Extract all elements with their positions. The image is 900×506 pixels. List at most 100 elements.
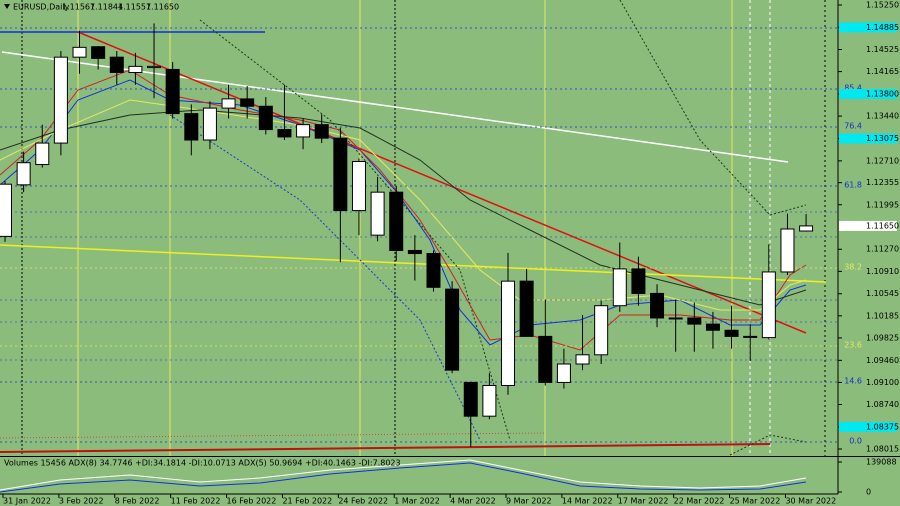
y-tick-label: 1.12355 xyxy=(866,178,899,187)
candle-body xyxy=(705,323,720,331)
fib-label: 38.2 xyxy=(844,263,862,272)
candle-body xyxy=(519,280,534,337)
candle-body xyxy=(221,98,236,109)
price-marker-box xyxy=(839,220,897,231)
panel-tick-label: 139088 xyxy=(866,458,897,467)
indicator-line xyxy=(0,459,807,491)
x-tick-label: 16 Feb 2022 xyxy=(227,497,277,506)
y-tick-label: 1.09825 xyxy=(866,333,899,342)
trend-line xyxy=(0,244,827,283)
y-tick-label: 1.13800 xyxy=(866,89,899,98)
candle-body xyxy=(202,107,217,141)
open-value: 1.11567 xyxy=(62,3,95,12)
y-tick-label: 1.10910 xyxy=(866,267,899,276)
candle-body xyxy=(109,56,124,74)
candle-body xyxy=(538,335,553,383)
high-value: 1.11844 xyxy=(90,3,123,12)
candle-body xyxy=(314,124,329,139)
candle-body xyxy=(296,124,311,138)
y-tick-label: 1.08375 xyxy=(866,422,899,431)
x-tick-label: 8 Feb 2022 xyxy=(115,497,160,506)
y-tick-label: 1.14885 xyxy=(866,23,899,32)
x-tick-label: 9 Mar 2022 xyxy=(506,497,552,506)
candle-body xyxy=(147,65,162,69)
y-tick-label: 1.13440 xyxy=(866,112,899,121)
x-tick-label: 14 Mar 2022 xyxy=(562,497,613,506)
y-tick-label: 1.14165 xyxy=(866,67,899,76)
candle-body xyxy=(612,268,627,307)
candle-body xyxy=(761,271,776,339)
candle-body xyxy=(687,317,702,325)
candle-body xyxy=(668,317,683,320)
candle-body xyxy=(407,249,422,255)
y-tick-label: 1.09460 xyxy=(866,356,899,365)
x-tick-label: 1 Mar 2022 xyxy=(394,497,440,506)
candle-body xyxy=(16,162,31,186)
x-tick-label: 21 Feb 2022 xyxy=(282,497,332,506)
candle-body xyxy=(53,56,68,144)
panel-tick-label: 0 xyxy=(866,488,871,497)
y-tick-label: 1.11270 xyxy=(866,245,899,254)
candle-body xyxy=(351,160,366,212)
price-label-box xyxy=(839,22,897,33)
price-label-box xyxy=(839,88,897,99)
plot-area xyxy=(0,23,814,447)
candle-body xyxy=(724,329,739,337)
trend-line xyxy=(0,443,771,453)
candle-body xyxy=(72,46,87,58)
x-tick-label: 4 Mar 2022 xyxy=(450,497,496,506)
x-tick-label: 17 Mar 2022 xyxy=(618,497,669,506)
channel-line xyxy=(169,114,481,441)
candle-body xyxy=(575,354,590,365)
y-tick-label: 1.12710 xyxy=(866,156,899,165)
candle-body xyxy=(445,288,460,371)
candle-body xyxy=(91,46,106,59)
moving-average xyxy=(0,69,807,351)
trend-line xyxy=(0,432,546,439)
y-tick-label: 1.14525 xyxy=(866,45,899,54)
candle-body xyxy=(482,384,497,417)
fib-label: 76.4 xyxy=(844,122,862,131)
candle-body xyxy=(0,183,12,237)
header-icon xyxy=(4,4,10,9)
candle-body xyxy=(799,225,814,232)
candle-body xyxy=(556,363,571,383)
header: EURUSD,Daily 1.11567 1.11844 1.11557 1.1… xyxy=(4,3,179,12)
x-tick-label: 3 Feb 2022 xyxy=(59,497,104,506)
candle-body xyxy=(128,65,143,74)
x-tick-label: 11 Feb 2022 xyxy=(171,497,221,506)
y-tick-label: 1.08740 xyxy=(866,400,899,409)
indicator-label: Volumes 15456 ADX(8) 34.7746 +DI:34.1814… xyxy=(4,459,401,468)
candle-body xyxy=(333,137,348,212)
price-label-box xyxy=(839,421,897,432)
candle-body xyxy=(594,305,609,356)
y-tick-label: 1.08015 xyxy=(866,445,899,454)
x-tick-label: 25 Mar 2022 xyxy=(730,497,781,506)
price-label-box xyxy=(839,133,897,144)
candle-body xyxy=(426,253,441,288)
candle-body xyxy=(370,191,385,236)
x-tick-label: 22 Mar 2022 xyxy=(674,497,725,506)
candle-body xyxy=(780,228,795,273)
candle-body xyxy=(165,68,180,115)
moving-average xyxy=(0,79,807,346)
candle-body xyxy=(743,335,758,338)
low-value: 1.11557 xyxy=(118,3,151,12)
y-tick-label: 1.11995 xyxy=(866,200,899,209)
channel-line xyxy=(729,434,807,456)
fib-label: 23.6 xyxy=(844,341,862,350)
candle-body xyxy=(389,191,404,251)
fib-label: 0.0 xyxy=(849,437,862,446)
candle-body xyxy=(631,268,646,294)
price-axis: 1.15250 1.14885 1.14525 1.14165 1.13800 1.134… xyxy=(838,1,899,497)
indicator-line xyxy=(0,462,807,493)
candle-body xyxy=(463,381,478,417)
drawing-objects xyxy=(0,0,827,456)
y-tick-label: 1.09100 xyxy=(866,378,899,387)
trend-line xyxy=(77,31,807,334)
candle-body xyxy=(501,280,516,386)
fib-label: 61.8 xyxy=(844,181,862,190)
y-tick-label: 1.10185 xyxy=(866,311,899,320)
candle-body xyxy=(184,113,199,141)
